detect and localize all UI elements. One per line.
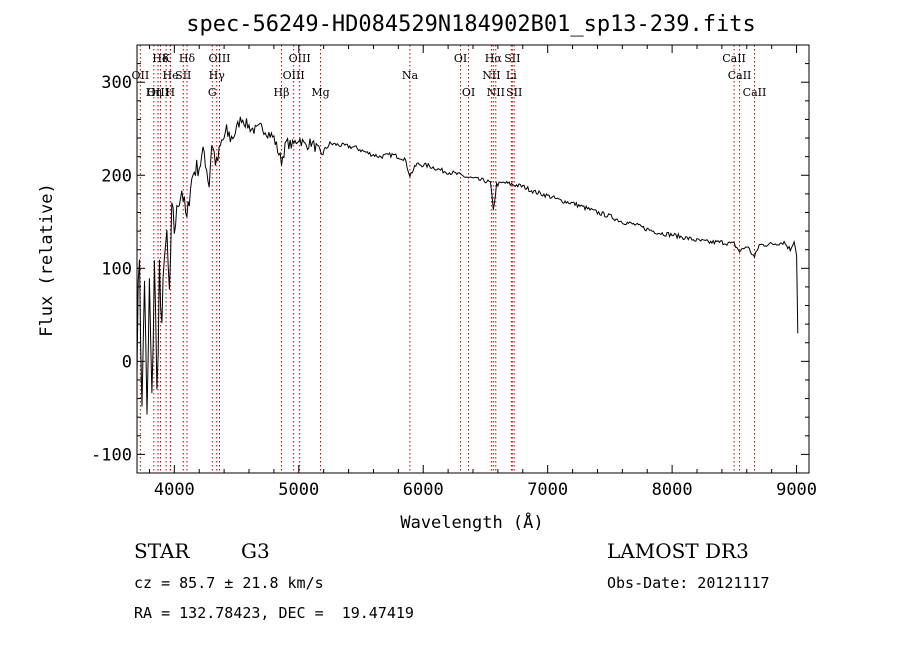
x-tick-label-2: 6000 [403, 480, 444, 500]
spectrum-line [136, 116, 799, 415]
line-label-1: K [162, 52, 171, 65]
line-label-2: Hδ [179, 52, 196, 65]
line-label-12: Hγ [209, 69, 226, 82]
x-tick-label-3: 7000 [527, 480, 568, 500]
x-axis-label: Wavelength (Å) [400, 511, 543, 533]
chart-title: spec-56249-HD084529N184902B01_sp13-239.f… [186, 12, 756, 37]
coordinates: RA = 132.78423, DEC = 19.47419 [134, 604, 414, 622]
spectral-line-markers [139, 45, 755, 473]
plot-frame [136, 44, 810, 474]
line-label-5: OI [454, 52, 467, 65]
axis-ticks: 4000 5000 6000 7000 8000 9000 -100 0 100 200 300 [91, 45, 817, 500]
line-label-24: OI [462, 86, 475, 99]
object-class: STAR [134, 539, 190, 563]
x-tick-label-1: 5000 [278, 480, 319, 500]
line-label-23: Mg [311, 86, 329, 99]
x-tick-label-4: 8000 [652, 480, 693, 500]
line-label-14: Na [402, 69, 419, 82]
line-label-16: Li [506, 69, 517, 82]
y-tick-label-4: 300 [101, 73, 132, 93]
line-label-22: Hβ [274, 86, 290, 99]
object-subclass: G3 [241, 539, 270, 563]
observation-date: Obs-Date: 20121117 [607, 574, 770, 592]
line-label-6: Hα [485, 52, 503, 65]
line-label-17: CaII [728, 69, 752, 82]
line-label-8: CaII [722, 52, 746, 65]
line-label-20: H [166, 86, 176, 99]
line-label-25: NII [487, 86, 505, 99]
y-axis-label: Flux (relative) [37, 183, 57, 337]
y-tick-label-0: -100 [91, 445, 132, 465]
x-tick-label-0: 4000 [154, 480, 195, 500]
line-label-0: Hδ [152, 52, 169, 65]
redshift-cz: cz = 85.7 ± 21.8 km/s [134, 574, 324, 592]
line-label-7: SII [504, 52, 520, 65]
line-label-18: OIII [147, 86, 169, 99]
line-label-19: Hη [146, 86, 162, 99]
y-tick-label-3: 200 [101, 166, 132, 186]
line-label-21: G [208, 86, 217, 99]
line-label-27: CaII [743, 86, 767, 99]
line-label-10: He [163, 69, 179, 82]
line-label-11: SII [175, 69, 191, 82]
x-tick-label-5: 9000 [776, 480, 817, 500]
line-label-15: NII [482, 69, 500, 82]
line-label-13: OIII [283, 69, 305, 82]
survey-name: LAMOST DR3 [607, 539, 749, 563]
line-label-26: SII [506, 86, 522, 99]
line-label-4: OIII [289, 52, 311, 65]
y-tick-label-2: 100 [101, 259, 132, 279]
y-tick-label-1: 0 [122, 352, 132, 372]
line-label-3: OIII [208, 52, 230, 65]
line-label-9: OII [132, 69, 150, 82]
